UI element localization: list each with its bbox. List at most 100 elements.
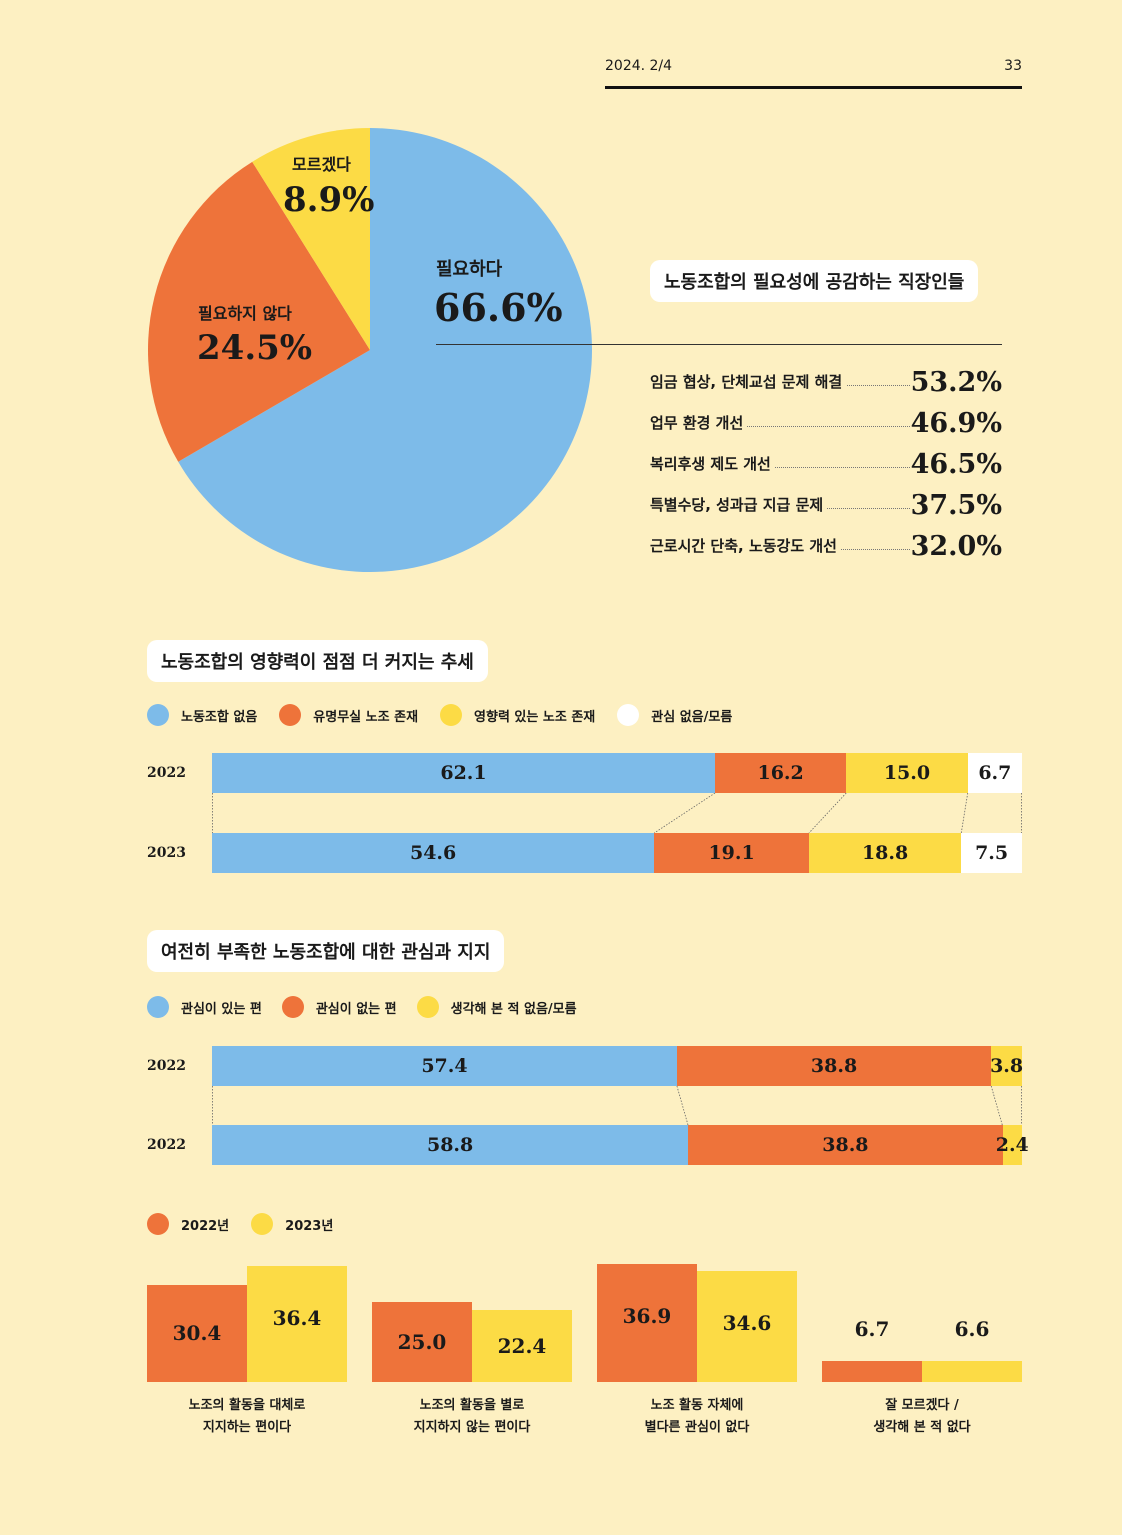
legend-label: 노동조합 없음 <box>181 709 258 725</box>
bar-2022 <box>597 1263 697 1382</box>
legend-item-not-interested: 관심이 없는 편 <box>281 996 397 1018</box>
group-caption-line: 노조의 활동을 대체로 <box>188 1398 306 1413</box>
segment-nominal-union: 19.1 <box>654 833 809 873</box>
legend-item-no-interest: 관심 없음/모름 <box>617 704 732 726</box>
header-date: 2024. 2/4 <box>605 58 673 74</box>
reason-label: 업무 환경 개선 <box>650 412 748 433</box>
bar-value-label: 22.4 <box>497 1334 547 1359</box>
bar-2022 <box>147 1284 247 1382</box>
bar-2023 <box>247 1265 347 1382</box>
group-caption-line: 잘 모르겠다 / <box>885 1398 959 1413</box>
segment-no-union: 62.1 <box>212 753 715 793</box>
legend-dot-blue <box>147 996 169 1018</box>
bar-2023 <box>697 1271 797 1382</box>
reason-label: 근로시간 단축, 노동강도 개선 <box>650 535 841 556</box>
bar-connector-line <box>654 793 716 833</box>
segment-interested: 57.4 <box>212 1046 677 1086</box>
legend-dot-blue <box>147 704 169 726</box>
bar-value-label: 6.7 <box>854 1316 890 1341</box>
influence-year-1: 2022 <box>147 765 186 781</box>
segment-nominal-union: 16.2 <box>715 753 847 793</box>
pie-slice-unknown <box>252 128 370 350</box>
bar-value-label: 25.0 <box>397 1330 447 1354</box>
reason-leader-dots <box>650 426 910 427</box>
page-number: 33 <box>1004 58 1022 74</box>
legend-dot-yellow <box>251 1213 274 1235</box>
interest-title: 여전히 부족한 노동조합에 대한 관심과 지지 <box>147 930 505 972</box>
reason-value: 53.2% <box>910 367 1002 398</box>
pie-pct-unknown: 8.9% <box>283 180 375 220</box>
legend-dot-orange <box>279 704 302 726</box>
reason-row: 근로시간 단축, 노동강도 개선 32.0% <box>650 526 1002 562</box>
segment-no-interest: 7.5 <box>961 833 1022 873</box>
legend-dot-yellow <box>440 704 463 726</box>
legend-item-nominal-union: 유명무실 노조 존재 <box>279 704 418 726</box>
interest-legend: 관심이 있는 편 관심이 없는 편 생각해 본 적 없음/모름 <box>147 996 601 1018</box>
legend-label: 관심 없음/모름 <box>651 709 733 725</box>
segment-never-thought: 2.4 <box>996 1125 1029 1165</box>
legend-dot-white <box>617 704 640 726</box>
bar-connector-line <box>808 793 847 833</box>
group-caption-line: 별다른 관심이 없다 <box>644 1420 750 1435</box>
pie-slice-not-needed <box>148 161 370 462</box>
legend-dot-orange <box>281 996 304 1018</box>
legend-dot-yellow <box>416 996 439 1018</box>
header-rule <box>605 86 1022 89</box>
interest-bar-row-1: 57.4 38.8 3.8 <box>212 1046 1023 1086</box>
interest-year-1: 2022 <box>147 1058 186 1074</box>
bar-value-label: 30.4 <box>172 1321 222 1346</box>
bar-value-label: 6.6 <box>954 1316 990 1341</box>
bar-value-label: 36.9 <box>622 1303 672 1328</box>
reason-label: 임금 협상, 단체교섭 문제 해결 <box>650 371 847 392</box>
pie-title: 노동조합의 필요성에 공감하는 직장인들 <box>650 260 979 302</box>
bar-value-label: 34.6 <box>722 1311 772 1336</box>
reason-value: 37.5% <box>910 490 1002 521</box>
reason-leader-dots <box>650 467 910 468</box>
pie-chart <box>148 128 593 572</box>
segment-influential-union: 15.0 <box>846 753 968 793</box>
legend-item-2022: 2022년 <box>147 1213 229 1235</box>
support-legend: 2022년 2023년 <box>147 1213 357 1235</box>
interest-year-2: 2022 <box>147 1137 186 1153</box>
legend-label: 생각해 본 적 없음/모름 <box>450 1001 577 1017</box>
bar-connector-line <box>960 793 969 833</box>
bar-connector-line <box>676 1086 689 1126</box>
pie-label-not-needed: 필요하지 않다 <box>198 304 292 323</box>
reason-row: 특별수당, 성과급 지급 문제 37.5% <box>650 485 1002 521</box>
group-caption: 잘 모르겠다 / 생각해 본 적 없다 <box>822 1395 1022 1439</box>
pie-divider <box>436 344 1002 345</box>
legend-label: 영향력 있는 노조 존재 <box>474 709 596 725</box>
segment-not-interested: 38.8 <box>676 1046 992 1086</box>
legend-item-no-union: 노동조합 없음 <box>147 704 257 726</box>
influence-year-2: 2023 <box>147 845 186 861</box>
pie-pct-needed: 66.6% <box>434 285 563 330</box>
group-caption-line: 노조의 활동을 별로 <box>419 1398 525 1413</box>
bar-connector-line <box>990 1086 1003 1126</box>
bar-2022 <box>372 1302 472 1382</box>
reason-value: 46.5% <box>910 449 1002 480</box>
segment-not-interested: 38.8 <box>688 1125 1003 1165</box>
reason-row: 복리후생 제도 개선 46.5% <box>650 444 1002 480</box>
influence-bar-2022: 62.1 16.2 15.0 6.7 <box>212 753 1022 793</box>
pie-label-unknown: 모르겠다 <box>292 155 351 174</box>
legend-label: 2023년 <box>285 1218 334 1234</box>
interest-connectors <box>212 1086 1022 1126</box>
legend-dot-orange <box>147 1213 169 1235</box>
legend-label: 관심이 있는 편 <box>181 1001 262 1017</box>
group-caption-line: 노조 활동 자체에 <box>650 1398 744 1413</box>
pie-label-needed: 필요하다 <box>436 259 503 280</box>
legend-item-2023: 2023년 <box>251 1213 333 1235</box>
legend-item-influential-union: 영향력 있는 노조 존재 <box>440 704 595 726</box>
influence-legend: 노동조합 없음 유명무실 노조 존재 영향력 있는 노조 존재 관심 없음/모름 <box>147 704 756 726</box>
legend-item-never-thought: 생각해 본 적 없음/모름 <box>416 996 577 1018</box>
group-caption-line: 지지하는 편이다 <box>202 1420 292 1435</box>
group-caption-line: 생각해 본 적 없다 <box>873 1420 971 1435</box>
influence-connectors <box>212 793 1022 833</box>
pie-pct-not-needed: 24.5% <box>197 328 313 368</box>
segment-never-thought: 3.8 <box>990 1046 1023 1086</box>
reason-value: 32.0% <box>910 531 1002 562</box>
reason-row: 업무 환경 개선 46.9% <box>650 403 1002 439</box>
legend-label: 2022년 <box>181 1218 230 1234</box>
